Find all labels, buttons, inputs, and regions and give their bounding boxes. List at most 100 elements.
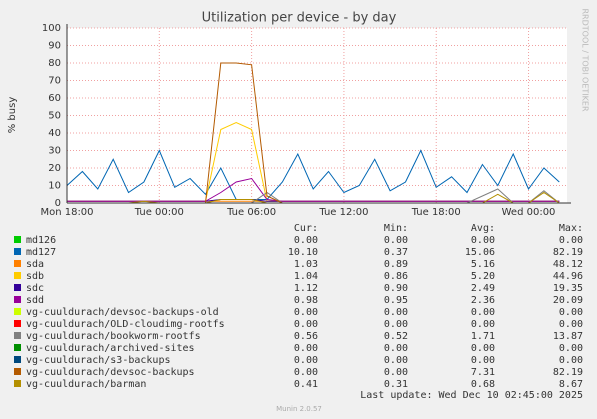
- legend-stat: 15.06: [465, 247, 495, 258]
- x-tick-label: Tue 12:00: [318, 207, 368, 218]
- y-axis-label: % busy: [7, 97, 18, 134]
- legend-swatch: [14, 344, 21, 351]
- legend-stat: 0.00: [384, 235, 408, 246]
- x-tick-label: Tue 06:00: [226, 207, 276, 218]
- legend-header: Avg:: [471, 223, 495, 234]
- legend-label: vg-cuuldurach/devsoc-backups: [26, 367, 195, 378]
- x-tick-label: Tue 18:00: [411, 207, 461, 218]
- y-tick-label: 30: [48, 146, 61, 157]
- legend-stat: 0.56: [294, 331, 318, 342]
- footer: Munin 2.0.57: [276, 405, 322, 413]
- legend-stat: 0.00: [294, 319, 318, 330]
- legend-stat: 1.03: [294, 259, 318, 270]
- legend-stat: 2.49: [471, 283, 495, 294]
- legend-header: Max:: [559, 223, 583, 234]
- legend-swatch: [14, 368, 21, 375]
- legend-swatch: [14, 380, 21, 387]
- legend-label: sdd: [26, 295, 44, 306]
- legend-stat: 0.00: [559, 355, 583, 366]
- y-tick-label: 20: [48, 163, 61, 174]
- legend-label: vg-cuuldurach/devsoc-backups-old: [26, 307, 219, 318]
- legend-label: sda: [26, 259, 44, 270]
- legend-stat: 0.86: [384, 271, 408, 282]
- legend-stat: 0.00: [471, 343, 495, 354]
- legend-stat: 5.16: [471, 259, 495, 270]
- legend-swatch: [14, 272, 21, 279]
- legend-stat: 0.52: [384, 331, 408, 342]
- legend-swatch: [14, 320, 21, 327]
- legend-stat: 0.00: [471, 319, 495, 330]
- legend-stat: 10.10: [288, 247, 318, 258]
- legend-stat: 0.00: [294, 235, 318, 246]
- side-note: RRDTOOL / TOBI OETIKER: [581, 8, 590, 111]
- legend-stat: 82.19: [553, 247, 583, 258]
- legend-stat: 7.31: [471, 367, 495, 378]
- y-tick-label: 10: [48, 181, 61, 192]
- legend-swatch: [14, 284, 21, 291]
- legend-swatch: [14, 236, 21, 243]
- chart-title: Utilization per device - by day: [202, 11, 397, 26]
- legend-header: Cur:: [294, 223, 318, 234]
- legend-stat: 1.04: [294, 271, 318, 282]
- legend-stat: 48.12: [553, 259, 583, 270]
- legend-stat: 0.68: [471, 379, 495, 390]
- legend-stat: 0.98: [294, 295, 318, 306]
- x-tick-label: Wed 00:00: [502, 207, 556, 218]
- legend-stat: 2.36: [471, 295, 495, 306]
- legend-swatch: [14, 260, 21, 267]
- legend-stat: 0.00: [294, 307, 318, 318]
- legend-swatch: [14, 356, 21, 363]
- legend-label: vg-cuuldurach/archived-sites: [26, 343, 195, 354]
- legend-stat: 0.00: [294, 367, 318, 378]
- legend-stat: 0.00: [384, 343, 408, 354]
- legend-stat: 0.00: [294, 343, 318, 354]
- legend-label: vg-cuuldurach/bookworm-rootfs: [26, 331, 201, 342]
- legend-stat: 0.00: [559, 307, 583, 318]
- legend-swatch: [14, 308, 21, 315]
- legend-stat: 20.09: [553, 295, 583, 306]
- legend-stat: 8.67: [559, 379, 583, 390]
- legend-stat: 82.19: [553, 367, 583, 378]
- legend-swatch: [14, 296, 21, 303]
- legend-label: vg-cuuldurach/OLD-cloudimg-rootfs: [26, 319, 225, 330]
- legend-stat: 0.00: [471, 235, 495, 246]
- legend-stat: 0.41: [294, 379, 318, 390]
- legend-swatch: [14, 248, 21, 255]
- legend-stat: 13.87: [553, 331, 583, 342]
- legend-header: Min:: [384, 223, 408, 234]
- series-line: [67, 177, 560, 202]
- legend-stat: 0.00: [471, 307, 495, 318]
- legend-stat: 0.00: [559, 235, 583, 246]
- last-update: Last update: Wed Dec 10 02:45:00 2025: [360, 390, 583, 401]
- legend-label: sdb: [26, 271, 44, 282]
- legend-stat: 0.31: [384, 379, 408, 390]
- legend-stat: 0.00: [294, 355, 318, 366]
- y-tick-label: 0: [55, 198, 61, 209]
- legend-stat: 5.20: [471, 271, 495, 282]
- legend-label: md127: [26, 247, 56, 258]
- y-tick-label: 40: [48, 128, 61, 139]
- legend-swatch: [14, 332, 21, 339]
- legend-stat: 0.00: [471, 355, 495, 366]
- legend-label: md126: [26, 235, 56, 246]
- legend-stat: 0.89: [384, 259, 408, 270]
- y-tick-label: 100: [42, 23, 61, 34]
- y-tick-label: 80: [48, 58, 61, 69]
- legend-stat: 0.00: [384, 319, 408, 330]
- legend-stat: 0.37: [384, 247, 408, 258]
- legend-stat: 0.00: [559, 343, 583, 354]
- x-tick-label: Mon 18:00: [40, 207, 93, 218]
- series-line: [66, 149, 560, 200]
- y-tick-label: 70: [48, 76, 61, 87]
- legend-stat: 0.00: [384, 355, 408, 366]
- legend-stat: 44.96: [553, 271, 583, 282]
- legend-label: vg-cuuldurach/barman: [26, 379, 146, 390]
- y-tick-label: 90: [48, 41, 61, 52]
- legend-label: vg-cuuldurach/s3-backups: [26, 355, 171, 366]
- legend-stat: 0.90: [384, 283, 408, 294]
- legend-stat: 0.00: [384, 307, 408, 318]
- y-tick-label: 60: [48, 93, 61, 104]
- legend-stat: 1.12: [294, 283, 318, 294]
